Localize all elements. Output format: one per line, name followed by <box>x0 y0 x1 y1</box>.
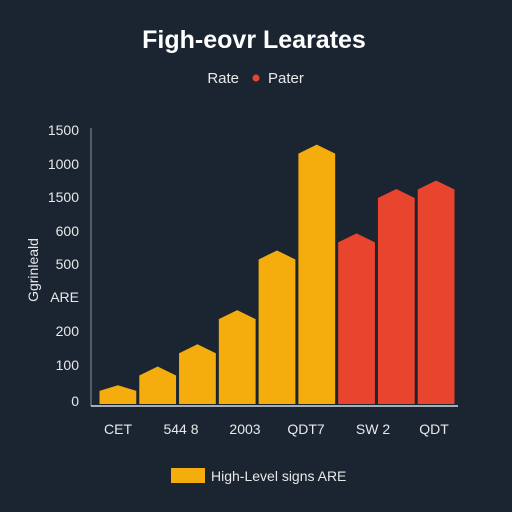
x-axis-ticks: CET 544 8 2003 QDT7 SW 2 QDT <box>104 421 449 437</box>
y-tick-label: 100 <box>56 357 80 373</box>
x-tick-label: 2003 <box>229 421 260 437</box>
bar-1 <box>99 385 137 404</box>
y-axis-ticks: 0 100 200 ARE 500 600 1500 1000 1500 <box>48 122 79 409</box>
bar-3 <box>179 344 216 404</box>
bottom-legend-label: High-Level signs ARE <box>211 468 346 484</box>
bar-4 <box>218 310 256 404</box>
x-tick-label: QDT7 <box>287 421 325 437</box>
x-tick-label: SW 2 <box>356 421 390 437</box>
y-axis-label: Ggrinleald <box>25 238 41 302</box>
top-legend: Rate Pater <box>207 70 304 87</box>
y-tick-label: 600 <box>56 223 80 239</box>
x-tick-label: QDT <box>419 421 449 437</box>
bar-6 <box>298 144 336 404</box>
legend-marker-pater <box>252 74 260 82</box>
bar-5 <box>258 250 296 404</box>
y-tick-label: ARE <box>50 289 79 305</box>
bottom-legend-swatch <box>171 468 205 483</box>
x-tick-label: 544 8 <box>163 421 198 437</box>
bar-7 <box>338 233 375 404</box>
bar-2 <box>139 366 177 404</box>
y-tick-label: 1500 <box>48 189 79 205</box>
bar-8 <box>377 189 415 404</box>
bottom-legend: High-Level signs ARE <box>171 468 346 484</box>
legend-label-pater: Pater <box>268 70 304 87</box>
y-tick-label: 1000 <box>48 156 79 172</box>
bars <box>99 144 455 404</box>
y-tick-label: 1500 <box>48 122 79 138</box>
x-tick-label: CET <box>104 421 132 437</box>
bar-9 <box>417 180 455 404</box>
chart-title: Figh-eovr Learates <box>142 26 366 54</box>
y-tick-label: 200 <box>56 323 80 339</box>
legend-label-rate: Rate <box>207 70 239 87</box>
y-tick-label: 0 <box>71 393 79 409</box>
y-tick-label: 500 <box>56 256 80 272</box>
